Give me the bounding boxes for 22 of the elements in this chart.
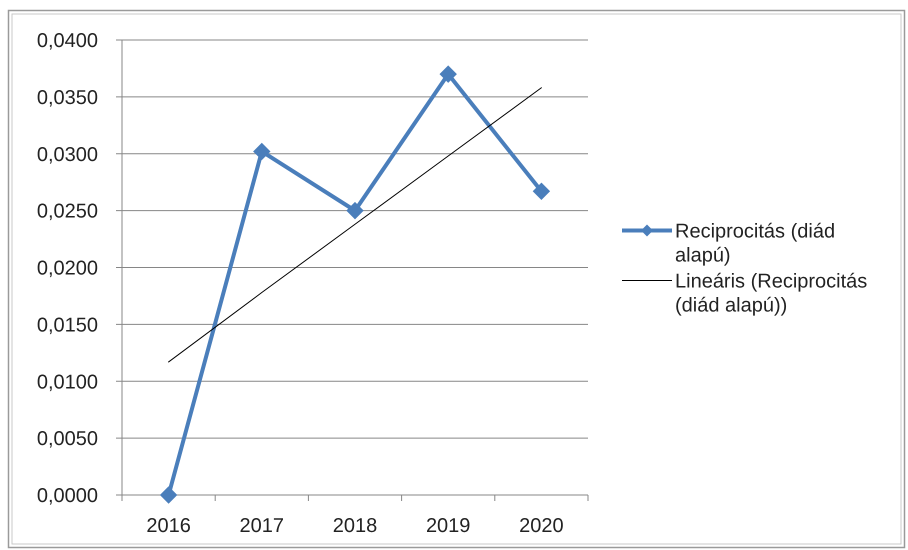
x-tick-label: 2016 (146, 515, 191, 537)
y-tick-label: 0,0350 (36, 86, 98, 109)
y-tick-label: 0,0250 (36, 200, 98, 223)
point (160, 486, 178, 504)
x-tick-label: 2018 (332, 515, 378, 537)
legend-label: Lineáris (Reciprocitás (diád alapú)) (675, 270, 868, 316)
point (253, 142, 270, 160)
legend-label: Reciprocitás (diád alapú) (675, 220, 836, 266)
point (440, 66, 457, 83)
y-tick-label: 0,0300 (36, 144, 98, 166)
y-tick-label: 0,0200 (36, 258, 98, 280)
x-tick-label: 2017 (240, 515, 284, 537)
x-tick-label: 2020 (519, 515, 564, 537)
x-tick-label: 2019 (426, 515, 470, 537)
line-series (168, 87, 542, 362)
point (532, 182, 550, 200)
y-tick-label: 0,0150 (36, 314, 98, 336)
y-tick-label: 0,0400 (36, 30, 98, 52)
y-tick-label: 0,0100 (36, 371, 98, 394)
y-tick-label: 0,0000 (36, 485, 98, 507)
point (346, 202, 364, 220)
y-tick-label: 0,0050 (36, 428, 98, 450)
